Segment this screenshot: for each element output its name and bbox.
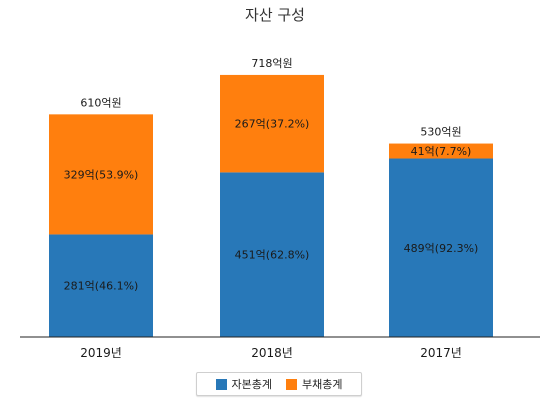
data-label-equity-2017: 489억(92.3%) — [404, 242, 479, 255]
legend: 자본총계 부채총계 — [196, 372, 362, 396]
bar-liabilities-2019 — [49, 114, 153, 235]
legend-item-liabilities: 부채총계 — [286, 376, 342, 392]
legend-swatch-equity — [215, 378, 227, 390]
legend-swatch-liabilities — [286, 378, 297, 390]
legend-item-equity: 자본총계 — [215, 376, 272, 392]
data-label-equity-2019: 281억(46.1%) — [64, 280, 139, 293]
data-label-liabilities-2017: 41억(7.7%) — [411, 145, 472, 158]
data-label-equity-2018: 451억(62.8%) — [235, 249, 310, 262]
total-label-2019: 610억원 — [80, 96, 121, 109]
bar-equity-2018 — [220, 172, 324, 337]
total-label-2017: 530억원 — [420, 126, 461, 139]
x-tick-label-2019: 2019년 — [80, 346, 122, 360]
total-label-2018: 718억원 — [251, 57, 292, 70]
bar-equity-2017 — [389, 158, 493, 337]
data-label-liabilities-2019: 329억(53.9%) — [64, 168, 139, 181]
legend-label-liabilities: 부채총계 — [302, 378, 343, 391]
bar-liabilities-2017 — [389, 143, 493, 159]
chart-title: 자산 구성 — [245, 6, 305, 24]
bar-liabilities-2018 — [220, 74, 324, 173]
data-label-liabilities-2018: 267억(37.2%) — [235, 118, 310, 131]
legend-label-equity: 자본총계 — [231, 378, 272, 391]
bar-equity-2019 — [49, 234, 153, 337]
x-tick-label-2018: 2018년 — [251, 346, 293, 360]
x-tick-label-2017: 2017년 — [420, 346, 462, 360]
